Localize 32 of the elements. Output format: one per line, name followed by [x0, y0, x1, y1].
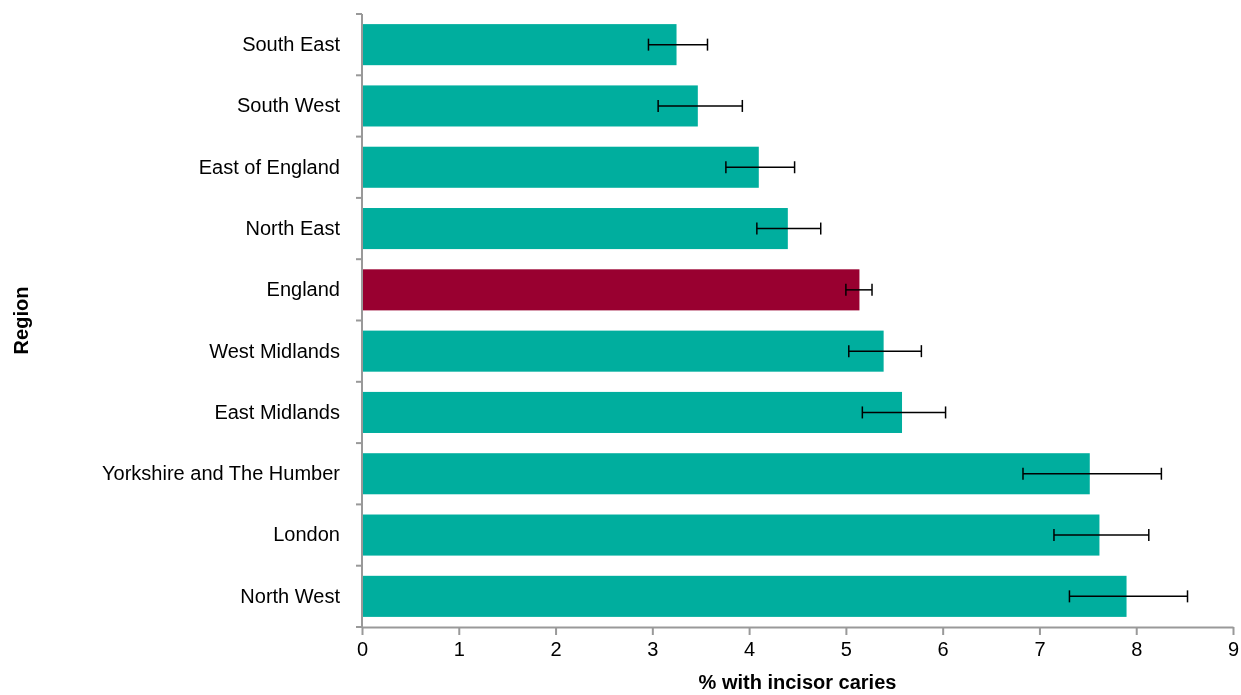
y-tick-label: East Midlands [214, 400, 340, 423]
y-tick-label: South West [236, 94, 341, 117]
x-axis-title: % with incisor caries [698, 671, 897, 693]
x-tick-label: 0 [356, 638, 369, 660]
y-tick-label: West Midlands [209, 339, 340, 362]
bar [362, 453, 1090, 495]
x-tick-label: 6 [937, 638, 949, 660]
x-tick-label: 9 [1227, 638, 1240, 660]
bar [362, 391, 903, 433]
y-tick-label: East of England [198, 155, 340, 178]
y-axis-title: Region [10, 286, 32, 355]
x-tick-label: 7 [1034, 638, 1046, 660]
x-tick-label: 5 [840, 638, 852, 660]
x-tick-label: 3 [647, 638, 659, 660]
bar [362, 330, 884, 372]
y-tick-label: South East [242, 33, 341, 56]
y-tick-label: Yorkshire and The Humber [102, 462, 341, 485]
x-tick-label: 4 [744, 638, 756, 660]
bar [362, 208, 788, 250]
bar [362, 575, 1127, 617]
bar [362, 514, 1100, 556]
y-tick-label: North West [240, 584, 341, 607]
x-tick-label: 2 [550, 638, 562, 660]
y-tick-label: England [266, 278, 340, 301]
x-tick-label: 1 [453, 638, 465, 660]
bar [362, 146, 759, 188]
y-tick-label: North East [245, 216, 341, 239]
bar [362, 24, 677, 66]
bar [362, 85, 698, 127]
y-tick-label: London [273, 523, 340, 546]
bar [362, 269, 860, 311]
x-tick-label: 8 [1131, 638, 1143, 660]
